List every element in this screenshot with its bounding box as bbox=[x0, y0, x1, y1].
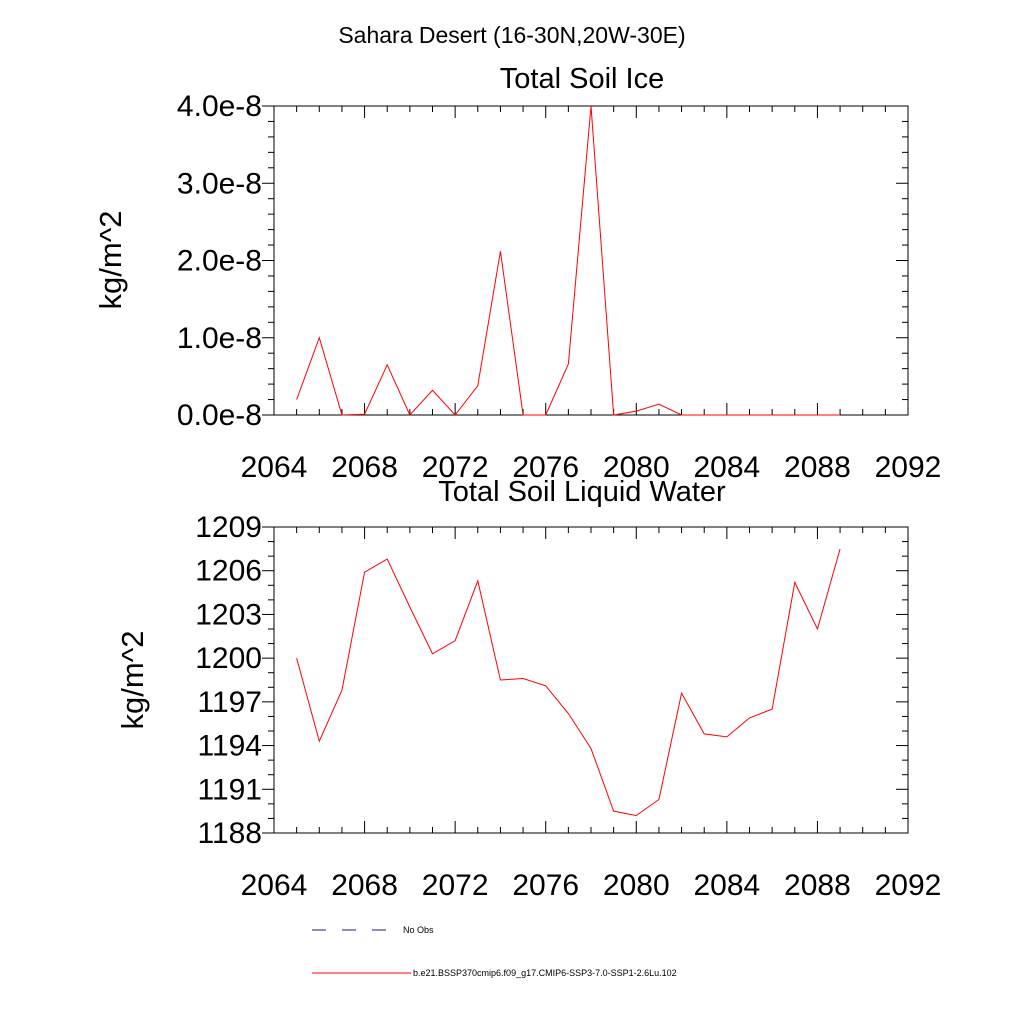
x-tick-label: 2068 bbox=[331, 451, 398, 484]
x-tick-label: 2076 bbox=[512, 869, 579, 902]
plot-frame bbox=[273, 526, 909, 834]
y-tick-label: 0.0e-8 bbox=[177, 399, 262, 432]
x-tick-label: 2088 bbox=[784, 451, 851, 484]
plot-frame bbox=[273, 105, 909, 416]
x-tick-label: 2092 bbox=[875, 451, 942, 484]
y-tick-label: 1191 bbox=[197, 773, 262, 806]
x-tick-label: 2080 bbox=[603, 869, 670, 902]
panel-total-soil-liquid-water: Total Soil Liquid Water kg/m^2 2064 2068 2… bbox=[115, 476, 941, 902]
y-axis-label: kg/m^2 bbox=[115, 631, 150, 730]
legend-model-label: b.e21.BSSP370cmip6.f09_g17.CMIP6-SSP3-7.… bbox=[413, 968, 677, 978]
y-tick-label: 1200 bbox=[195, 642, 262, 675]
y-tick-label: 2.0e-8 bbox=[177, 245, 262, 278]
legend: No Obs b.e21.BSSP370cmip6.f09_g17.CMIP6-… bbox=[312, 925, 677, 978]
y-tick-label: 1197 bbox=[197, 686, 262, 719]
x-tick-label: 2092 bbox=[875, 869, 942, 902]
x-tick-label: 2084 bbox=[693, 451, 760, 484]
x-tick-label: 2072 bbox=[422, 869, 489, 902]
y-tick-label: 1203 bbox=[195, 598, 262, 631]
panel-total-soil-ice: Total Soil Ice kg/m^2 2064 2068 2072 2076 20… bbox=[93, 63, 941, 484]
x-tick-label: 2076 bbox=[512, 451, 579, 484]
x-tick-label: 2084 bbox=[693, 869, 760, 902]
y-tick-label: 1206 bbox=[195, 555, 262, 588]
y-tick-label: 1.0e-8 bbox=[177, 322, 262, 355]
x-tick-label: 2068 bbox=[331, 869, 398, 902]
figure-title: Sahara Desert (16-30N,20W-30E) bbox=[338, 22, 685, 48]
x-tick-label: 2072 bbox=[422, 451, 489, 484]
y-tick-label: 1194 bbox=[197, 730, 262, 763]
x-tick-label: 2080 bbox=[603, 451, 670, 484]
x-tick-label: 2064 bbox=[241, 451, 308, 484]
legend-obs-label: No Obs bbox=[403, 925, 434, 935]
y-tick-label: 1209 bbox=[195, 511, 262, 544]
y-tick-label: 3.0e-8 bbox=[177, 167, 262, 200]
y-tick-label: 4.0e-8 bbox=[177, 90, 262, 123]
x-tick-label: 2088 bbox=[784, 869, 851, 902]
series-line bbox=[296, 105, 841, 416]
y-axis-label: kg/m^2 bbox=[93, 211, 128, 310]
panel-title: Total Soil Liquid Water bbox=[438, 476, 726, 508]
series-line bbox=[296, 548, 841, 817]
panel-title: Total Soil Ice bbox=[500, 63, 664, 95]
x-tick-label: 2064 bbox=[241, 869, 308, 902]
y-tick-label: 1188 bbox=[197, 817, 262, 850]
